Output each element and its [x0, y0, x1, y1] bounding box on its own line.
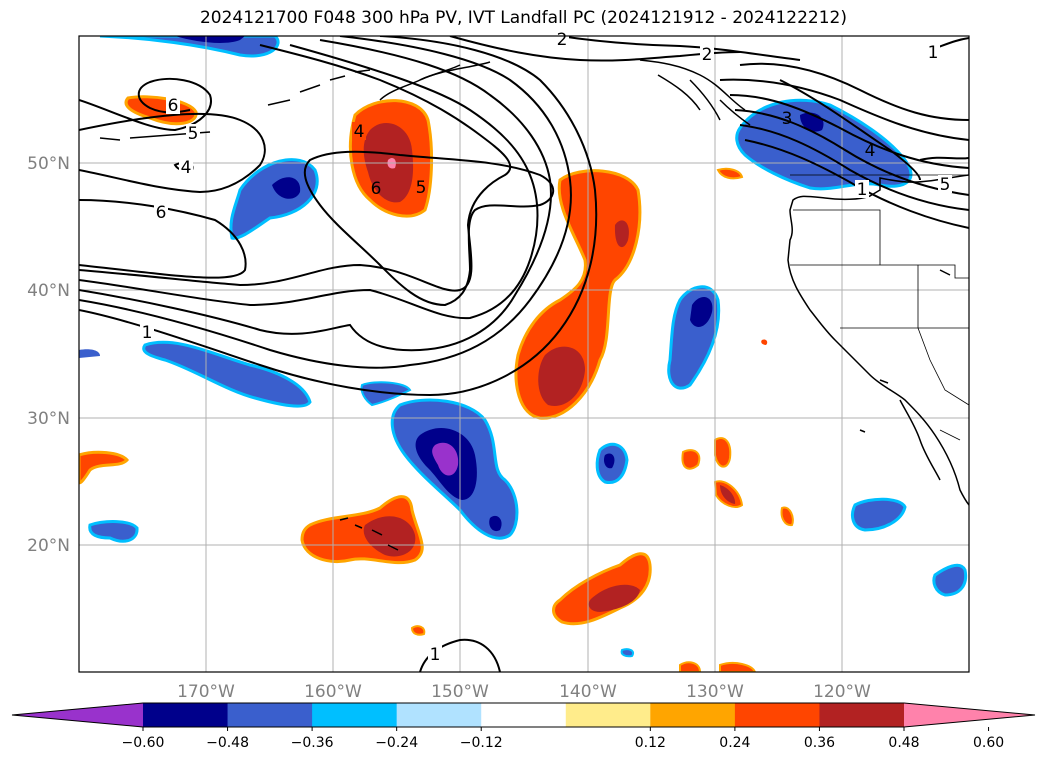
- contour-label: 5: [188, 124, 199, 144]
- colorbar-bin: [734, 703, 820, 727]
- lon-label: 160°W: [304, 682, 362, 702]
- lat-label: 40°N: [27, 281, 70, 301]
- contour-label: 6: [168, 96, 179, 116]
- longitude-labels: 170°W 160°W 150°W 140°W 130°W 120°W: [177, 682, 871, 702]
- contour-label: 1: [430, 645, 441, 665]
- contour-label: 2: [557, 30, 568, 50]
- contour-label: 3: [782, 109, 793, 129]
- contour-label: 2: [702, 45, 713, 65]
- colorbar-extend-min: [12, 703, 143, 727]
- colorbar-tick-label: −0.36: [291, 735, 334, 751]
- contour-labels: 1 1 1 2 2 3 4 4 5 5 6 6 6 4 5 1: [140, 30, 952, 665]
- contour-label: 6: [371, 179, 382, 199]
- colorbar-tick-label: −0.12: [460, 735, 503, 751]
- colorbar-extend-max: [904, 703, 1035, 727]
- lat-label: 20°N: [27, 536, 70, 556]
- colorbar-tick-label: −0.60: [122, 735, 165, 751]
- contour-label: 4: [865, 141, 876, 161]
- lon-label: 170°W: [177, 682, 235, 702]
- colorbar-bin: [565, 703, 651, 727]
- colorbar-bin: [481, 703, 567, 727]
- colorbar-bin: [396, 703, 482, 727]
- colorbar-bin: [819, 703, 905, 727]
- pv-shading: [79, 36, 968, 672]
- colorbar-tick-label: 0.48: [888, 735, 919, 751]
- contour-label: 4: [181, 158, 192, 178]
- graticule: [79, 36, 969, 672]
- contour-label: 4: [354, 122, 365, 142]
- ivt-contours: [79, 36, 969, 672]
- map-frame: [78, 35, 970, 673]
- latitude-labels: 50°N 40°N 30°N 20°N: [27, 154, 70, 556]
- chart-title: 2024121700 F048 300 hPa PV, IVT Landfall…: [199, 8, 847, 28]
- contour-label: 5: [940, 175, 951, 195]
- lat-label: 50°N: [27, 154, 70, 174]
- contour-label: 6: [156, 203, 167, 223]
- colorbar: −0.60 −0.48 −0.36 −0.24 −0.12 0.12 0.24 0.36 0.4…: [11, 702, 1036, 751]
- contour-label: 5: [416, 178, 427, 198]
- colorbar-tick-label: 0.12: [635, 735, 666, 751]
- colorbar-tick-label: −0.48: [206, 735, 249, 751]
- colorbar-tick-label: 0.24: [719, 735, 750, 751]
- contour-label: 1: [857, 180, 868, 200]
- lon-label: 120°W: [813, 682, 871, 702]
- lon-label: 130°W: [686, 682, 744, 702]
- colorbar-bin: [143, 703, 229, 727]
- colorbar-tick-label: −0.24: [375, 735, 418, 751]
- contour-label: 1: [928, 43, 939, 63]
- lat-label: 30°N: [27, 409, 70, 429]
- coastlines: [99, 59, 969, 551]
- lon-label: 150°W: [431, 682, 489, 702]
- colorbar-bin: [312, 703, 398, 727]
- colorbar-tick-label: 0.36: [804, 735, 835, 751]
- colorbar-bin: [650, 703, 736, 727]
- colorbar-tick-label: 0.60: [973, 735, 1004, 751]
- colorbar-bin: [227, 703, 313, 727]
- lon-label: 140°W: [559, 682, 617, 702]
- contour-label: 1: [142, 323, 153, 343]
